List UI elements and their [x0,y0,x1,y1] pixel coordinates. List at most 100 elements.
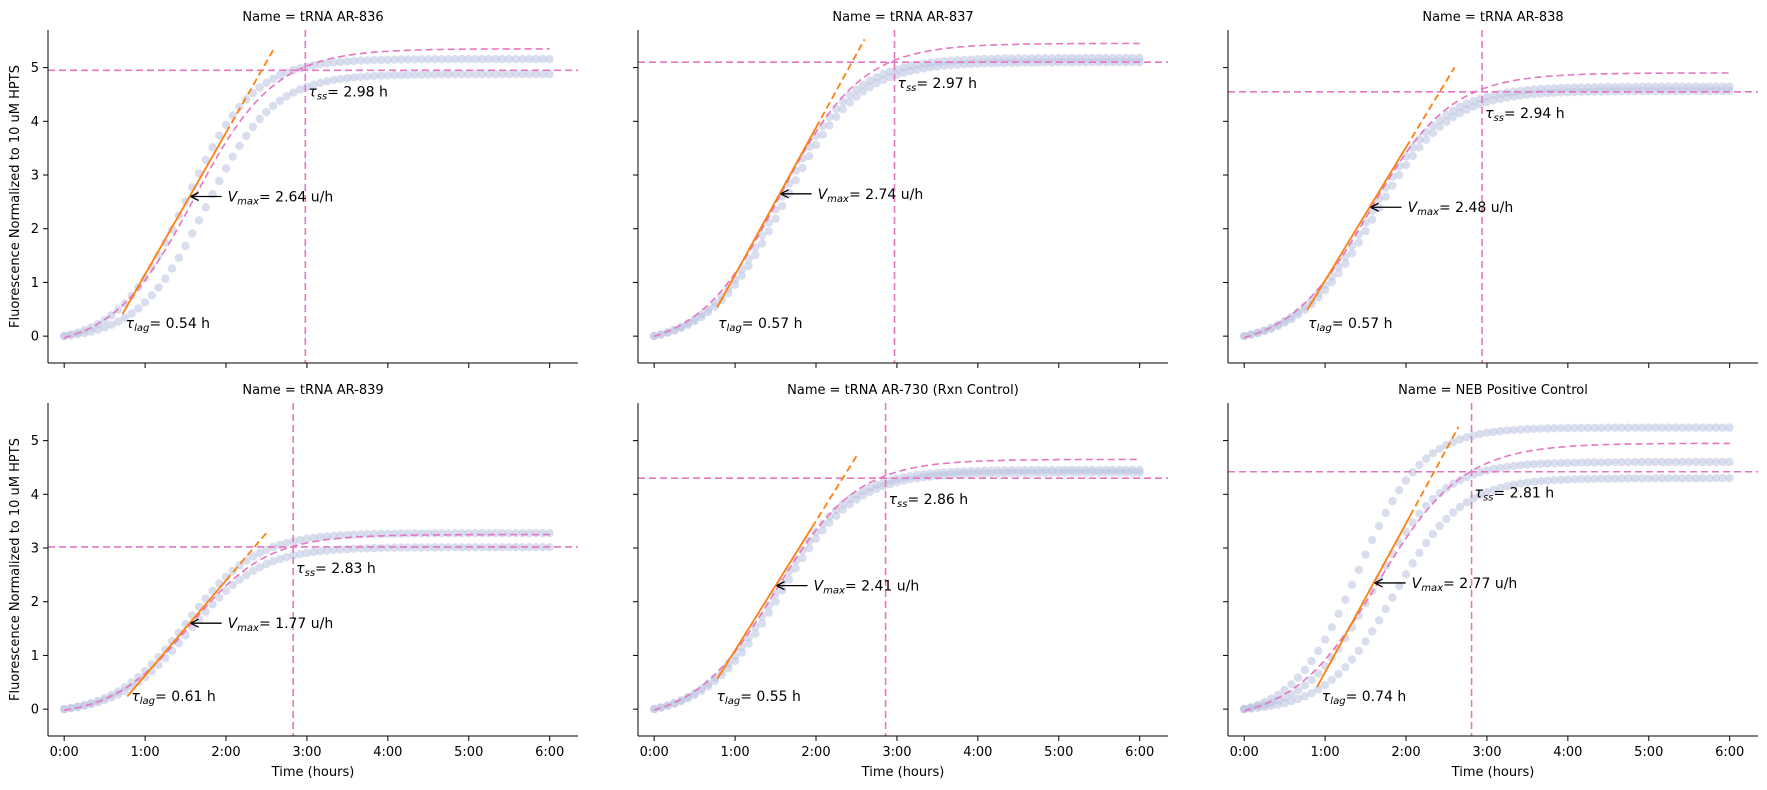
data-point [764,227,773,236]
data-point [1361,637,1370,646]
data-point [309,61,318,70]
data-point [1327,675,1337,685]
data-point [1516,91,1525,100]
data-point [397,55,406,64]
data-point [818,130,827,139]
data-point [1711,457,1721,467]
data-point [1422,501,1431,511]
data-point [80,328,89,338]
data-point [973,469,982,478]
x-axis-label: Time (hours) [1451,765,1535,780]
tau-lag-equals: = [740,689,756,705]
vmax-unit: u/h [1490,576,1517,592]
data-point [201,203,210,212]
data-point [120,313,129,323]
vmax-tangent-dashed [225,47,276,134]
data-point [1108,468,1117,477]
data-point [1651,474,1660,483]
tau-lag-subscript: lag [1330,696,1345,707]
data-point [744,639,753,648]
data-point [845,91,854,100]
panel-title: Name = tRNA AR-839 [242,383,383,398]
data-point [1718,423,1727,432]
data-point [1671,457,1680,467]
data-point [1422,135,1431,144]
data-point [865,487,875,497]
data-point [1718,474,1727,483]
data-point [268,101,278,111]
data-point [1536,424,1546,433]
data-point [865,76,875,85]
data-point [1361,226,1370,236]
data-point [1354,238,1364,247]
data-point [980,59,989,68]
data-point [1334,669,1343,679]
data-point [1590,458,1599,467]
vmax-tangent-solid [1316,515,1411,688]
data-point [872,484,881,494]
data-point [410,70,419,80]
data-point [80,701,89,710]
data-point [1657,423,1667,432]
tau-lag-equals: = [1346,689,1362,705]
y-tick-label: 4 [31,115,39,130]
vmax-value: 2.74 [865,187,896,203]
vmax-symbol: V [814,579,825,595]
vmax-label: Vmax= 2.64 u/h [228,190,334,208]
tau-ss-subscript: ss [897,499,907,510]
data-point [424,70,433,79]
data-point [784,575,794,584]
data-point [744,261,753,271]
vmax-subscript: max [1417,207,1439,218]
data-point [1300,681,1310,690]
data-point [1293,673,1303,682]
data-point [764,601,773,610]
data-point [1007,468,1016,478]
data-point [545,70,554,79]
data-point [1401,570,1411,579]
tau-lag-value: 0.61 [171,689,202,705]
data-point [242,570,251,580]
vmax-symbol: V [228,616,239,632]
data-point [295,535,305,545]
data-point [1577,458,1586,467]
data-point [852,85,861,94]
tau-ss-equals: = [315,561,331,577]
data-point [1617,474,1626,483]
vmax-subscript: max [827,194,849,205]
tau-lag-unit: h [197,316,210,332]
data-point [791,564,800,573]
data-point [953,470,962,479]
data-point [1293,686,1303,695]
data-point [1314,685,1323,694]
tau-ss-symbol: τ [308,84,317,100]
data-point [1314,669,1323,678]
data-point [1475,468,1485,477]
tau-lag-value: 0.74 [1362,689,1393,705]
data-point [1678,474,1687,483]
data-point [1280,698,1289,708]
data-point [538,54,547,64]
data-point [1347,655,1357,664]
data-point [1597,458,1606,467]
data-point [872,78,881,88]
vmax-label: Vmax= 2.48 u/h [1408,200,1514,218]
data-point [1395,581,1404,590]
data-point [343,74,352,83]
data-point [356,56,365,65]
data-point [1725,423,1734,432]
data-point [1678,423,1687,432]
tau-lag-value: 0.57 [1348,316,1379,332]
data-point [1347,249,1357,258]
data-point [751,250,760,260]
data-point [1664,474,1674,483]
data-point [1577,423,1586,433]
data-point [852,495,861,504]
data-point [316,532,325,542]
data-point [201,155,210,165]
data-point [1684,457,1694,467]
data-point [444,55,453,64]
data-point [1543,476,1552,485]
x-tick-label: 6:00 [1715,745,1744,760]
data-point [1610,458,1620,467]
